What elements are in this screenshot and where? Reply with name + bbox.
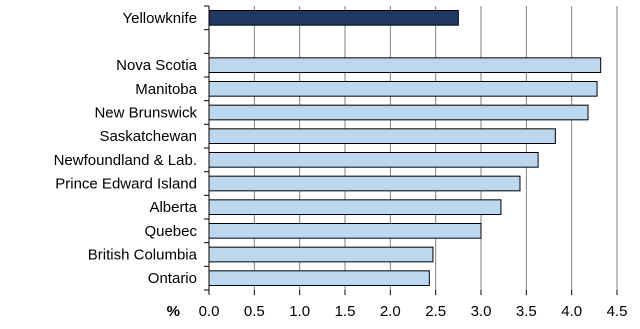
x-tick-label: 1.0 <box>289 303 310 320</box>
bar-quebec <box>208 222 482 239</box>
bar-yellowknife <box>208 9 459 26</box>
bar-saskatchewan <box>208 128 556 145</box>
category-label: Prince Edward Island <box>55 176 197 193</box>
bar-alberta <box>208 199 502 216</box>
x-tick-label: 3.5 <box>516 303 537 320</box>
bar-ontario <box>208 270 430 287</box>
x-tick-label: 4.5 <box>607 303 628 320</box>
category-labels: Yellowknife Nova Scotia Manitoba New Brunsw… <box>54 10 198 287</box>
x-axis-unit-label: % <box>167 303 180 320</box>
bar-british-columbia <box>208 246 434 263</box>
bar-newfoundland-lab <box>208 151 539 168</box>
x-tick-label: 1.5 <box>335 303 356 320</box>
x-tick-label: 4.0 <box>561 303 582 320</box>
x-tick-label: 0.5 <box>244 303 265 320</box>
bars <box>208 9 602 287</box>
category-label: Nova Scotia <box>116 57 198 74</box>
x-tick-label: 2.0 <box>380 303 401 320</box>
bar-nova-scotia <box>208 57 602 74</box>
category-label: British Columbia <box>88 247 198 264</box>
category-label: Quebec <box>144 223 197 240</box>
x-tick-label: 3.0 <box>471 303 492 320</box>
x-tick-label: 0.0 <box>199 303 220 320</box>
category-label: Yellowknife <box>123 10 198 27</box>
category-label: Ontario <box>148 270 197 287</box>
category-label: New Brunswick <box>94 105 197 122</box>
bar-prince-edward-island <box>208 175 521 192</box>
category-label: Saskatchewan <box>99 128 197 145</box>
bar-manitoba <box>208 80 598 97</box>
category-label: Alberta <box>149 199 197 216</box>
x-tick-label: 2.5 <box>425 303 446 320</box>
category-label: Newfoundland & Lab. <box>54 152 197 169</box>
bar-new-brunswick <box>208 104 589 121</box>
category-label: Manitoba <box>135 81 197 98</box>
grid-lines <box>253 6 618 290</box>
x-tick-labels: 0.0 0.5 1.0 1.5 2.0 2.5 3.0 3.5 4.0 4.5 <box>199 5 628 320</box>
